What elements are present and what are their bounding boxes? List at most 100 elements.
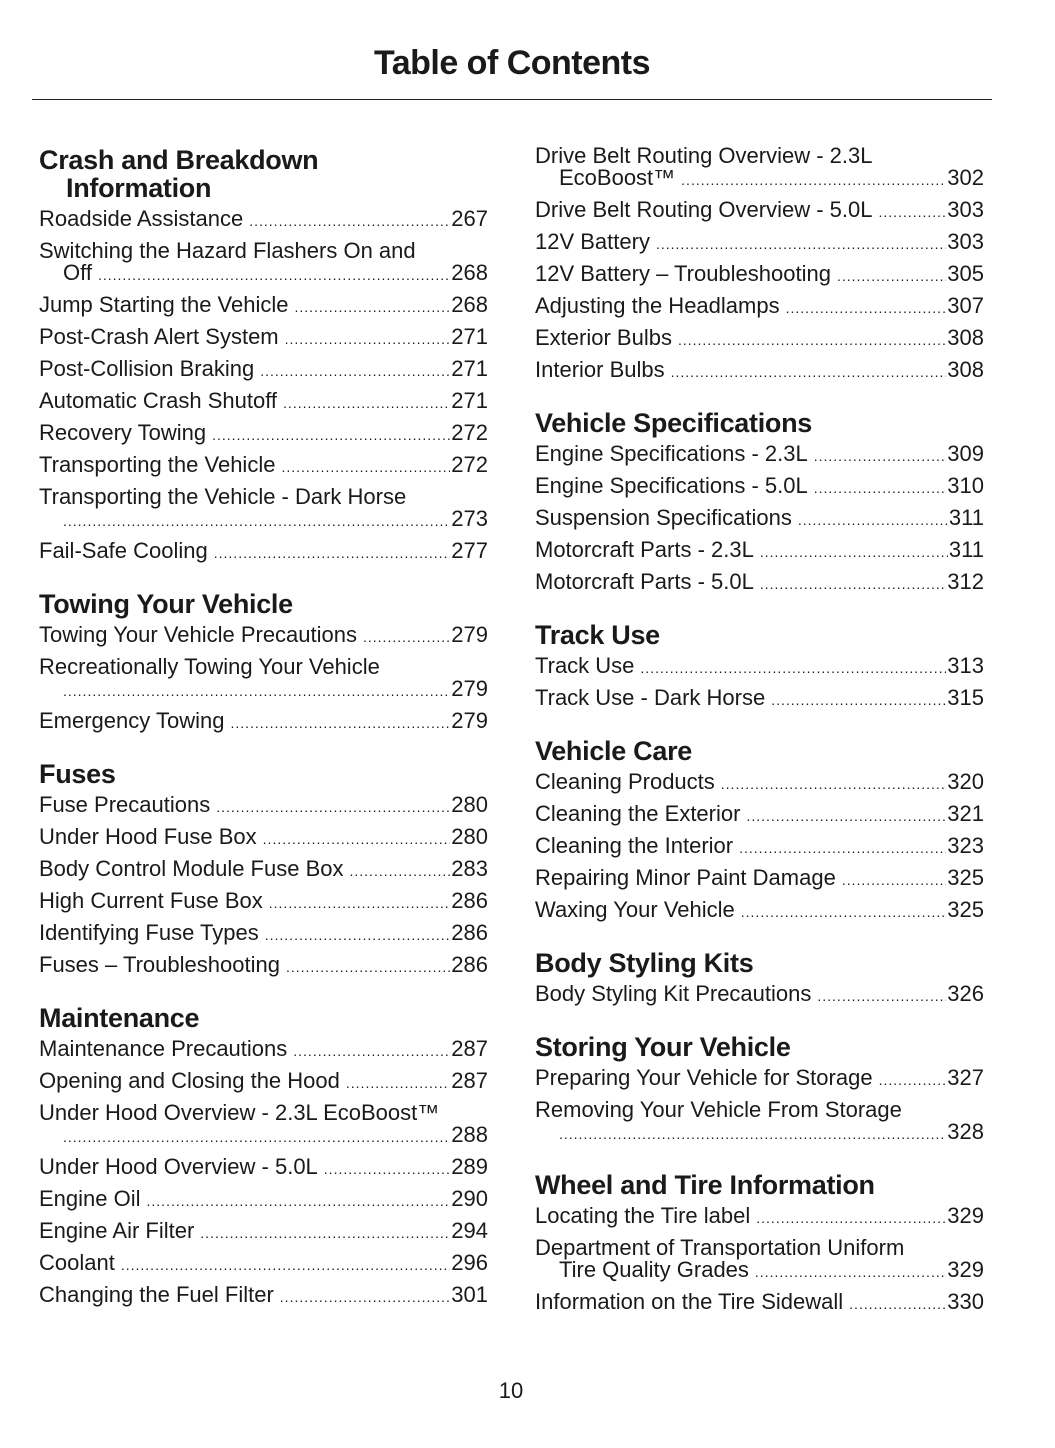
toc-entry[interactable]: Waxing Your Vehicle 325 [535,899,984,923]
toc-entry-title[interactable]: High Current Fuse Box [39,888,263,913]
toc-entry[interactable]: Post-Crash Alert System 271 [39,326,488,350]
toc-entry-title[interactable]: Changing the Fuel Filter [39,1282,274,1307]
toc-entry-page[interactable]: 303 [947,197,984,222]
toc-entry-title[interactable]: Drive Belt Routing Overview - 5.0L [535,197,873,222]
toc-entry[interactable]: Recovery Towing 272 [39,422,488,446]
toc-entry-title[interactable]: Opening and Closing the Hood [39,1068,340,1093]
toc-entry-page[interactable]: 325 [947,897,984,922]
toc-entry[interactable]: Track Use - Dark Horse 315 [535,687,984,711]
toc-entry-title[interactable]: Engine Oil [39,1186,141,1211]
toc-entry-title[interactable]: Fail-Safe Cooling [39,538,208,563]
toc-entry-title[interactable]: Under Hood Overview - 5.0L [39,1154,318,1179]
toc-entry[interactable]: Under Hood Overview - 5.0L 289 [39,1156,488,1180]
toc-entry-page[interactable]: 328 [947,1119,984,1144]
toc-entry-title[interactable]: Exterior Bulbs [535,325,672,350]
toc-entry-title[interactable]: Cleaning Products [535,769,715,794]
toc-entry-title[interactable]: Drive Belt Routing Overview - 2.3L [535,143,873,168]
toc-entry-page[interactable]: 329 [947,1257,984,1282]
toc-entry-title[interactable]: Fuses – Troubleshooting [39,952,280,977]
toc-entry-page[interactable]: 303 [947,229,984,254]
toc-entry-title[interactable]: Information on the Tire Sidewall [535,1289,844,1314]
toc-entry[interactable]: Exterior Bulbs 308 [535,327,984,351]
toc-entry[interactable]: Maintenance Precautions 287 [39,1038,488,1062]
toc-entry-title[interactable]: Transporting the Vehicle - Dark Horse [39,484,407,509]
toc-entry-title[interactable]: Towing Your Vehicle Precautions [39,622,357,647]
toc-entry-title[interactable]: Interior Bulbs [535,357,665,382]
toc-entry[interactable]: Identifying Fuse Types 286 [39,922,488,946]
toc-entry[interactable]: Fuse Precautions 280 [39,794,488,818]
toc-entry-title[interactable]: Jump Starting the Vehicle [39,292,289,317]
toc-entry-title[interactable]: Post-Collision Braking [39,356,255,381]
toc-entry-page[interactable]: 290 [451,1186,488,1211]
toc-entry[interactable]: 12V Battery 303 [535,231,984,255]
toc-entry-page[interactable]: 296 [451,1250,488,1275]
toc-entry[interactable]: Fuses – Troubleshooting 286 [39,954,488,978]
toc-entry-title[interactable]: Body Control Module Fuse Box [39,856,344,881]
toc-entry-title[interactable]: Body Styling Kit Precautions [535,981,812,1006]
toc-entry-title[interactable]: Emergency Towing [39,708,225,733]
toc-entry-title[interactable]: Identifying Fuse Types [39,920,259,945]
toc-entry[interactable]: 12V Battery – Troubleshooting 305 [535,263,984,287]
toc-entry-title[interactable]: Coolant [39,1250,115,1275]
toc-entry-title-continued[interactable]: Off [63,260,92,285]
toc-entry-page[interactable]: 273 [451,506,488,531]
toc-entry-page[interactable]: 305 [947,261,984,286]
toc-entry-title[interactable]: Repairing Minor Paint Damage [535,865,836,890]
toc-entry-page[interactable]: 326 [947,981,984,1006]
toc-entry[interactable]: Roadside Assistance 267 [39,208,488,232]
toc-entry[interactable]: Motorcraft Parts - 2.3L 311 [535,539,984,563]
toc-entry[interactable]: Transporting the Vehicle 272 [39,454,488,478]
toc-entry[interactable]: Drive Belt Routing Overview - 2.3L EcoBoo… [535,145,984,191]
toc-entry[interactable]: Engine Specifications - 2.3L 309 [535,443,984,467]
toc-entry-page[interactable]: 313 [947,653,984,678]
toc-entry-title-continued[interactable]: EcoBoost™ [559,165,676,190]
toc-entry-title[interactable]: Recovery Towing [39,420,207,445]
toc-entry-title[interactable]: Engine Air Filter [39,1218,195,1243]
toc-entry[interactable]: Transporting the Vehicle - Dark Horse 273 [39,486,488,532]
toc-entry[interactable]: Cleaning the Interior 323 [535,835,984,859]
toc-entry[interactable]: Department of Transportation Uniform Tire… [535,1237,984,1283]
toc-entry[interactable]: Changing the Fuel Filter 301 [39,1284,488,1308]
toc-entry-title[interactable]: Suspension Specifications [535,505,792,530]
toc-entry-page[interactable]: 321 [947,801,984,826]
toc-entry-page[interactable]: 302 [947,165,984,190]
toc-entry-title[interactable]: Adjusting the Headlamps [535,293,780,318]
toc-entry[interactable]: Fail-Safe Cooling 277 [39,540,488,564]
toc-entry-page[interactable]: 288 [451,1122,488,1147]
toc-entry-page[interactable]: 330 [947,1289,984,1314]
toc-entry-page[interactable]: 289 [451,1154,488,1179]
toc-entry[interactable]: Cleaning Products 320 [535,771,984,795]
toc-entry-title[interactable]: Cleaning the Exterior [535,801,741,826]
toc-entry[interactable]: Body Styling Kit Precautions 326 [535,983,984,1007]
toc-entry-page[interactable]: 283 [451,856,488,881]
toc-entry-page[interactable]: 308 [947,357,984,382]
toc-entry-title[interactable]: 12V Battery [535,229,650,254]
toc-entry-page[interactable]: 307 [947,293,984,318]
toc-entry-page[interactable]: 268 [451,260,488,285]
toc-entry-page[interactable]: 310 [947,473,984,498]
toc-entry-title[interactable]: Removing Your Vehicle From Storage [535,1097,902,1122]
toc-entry-title[interactable]: Fuse Precautions [39,792,211,817]
toc-entry-page[interactable]: 327 [947,1065,984,1090]
toc-entry[interactable]: Emergency Towing 279 [39,710,488,734]
toc-entry-title[interactable]: Track Use [535,653,635,678]
toc-entry-page[interactable]: 329 [947,1203,984,1228]
toc-entry[interactable]: Engine Specifications - 5.0L 310 [535,475,984,499]
toc-entry-page[interactable]: 312 [947,569,984,594]
toc-entry[interactable]: Engine Oil 290 [39,1188,488,1212]
toc-entry-title[interactable]: Engine Specifications - 5.0L [535,473,808,498]
toc-entry-title-continued[interactable]: Tire Quality Grades [559,1257,749,1282]
toc-entry[interactable]: Preparing Your Vehicle for Storage 327 [535,1067,984,1091]
toc-entry-page[interactable]: 268 [451,292,488,317]
toc-entry-page[interactable]: 271 [451,388,488,413]
toc-entry-page[interactable]: 272 [451,420,488,445]
toc-entry-page[interactable]: 315 [947,685,984,710]
toc-entry-page[interactable]: 277 [451,538,488,563]
toc-entry-title[interactable]: Under Hood Fuse Box [39,824,257,849]
toc-entry-page[interactable]: 286 [451,952,488,977]
toc-entry[interactable]: Removing Your Vehicle From Storage 328 [535,1099,984,1145]
toc-entry-page[interactable]: 279 [451,676,488,701]
toc-entry-title[interactable]: Recreationally Towing Your Vehicle [39,654,380,679]
toc-entry-title[interactable]: Track Use - Dark Horse [535,685,766,710]
